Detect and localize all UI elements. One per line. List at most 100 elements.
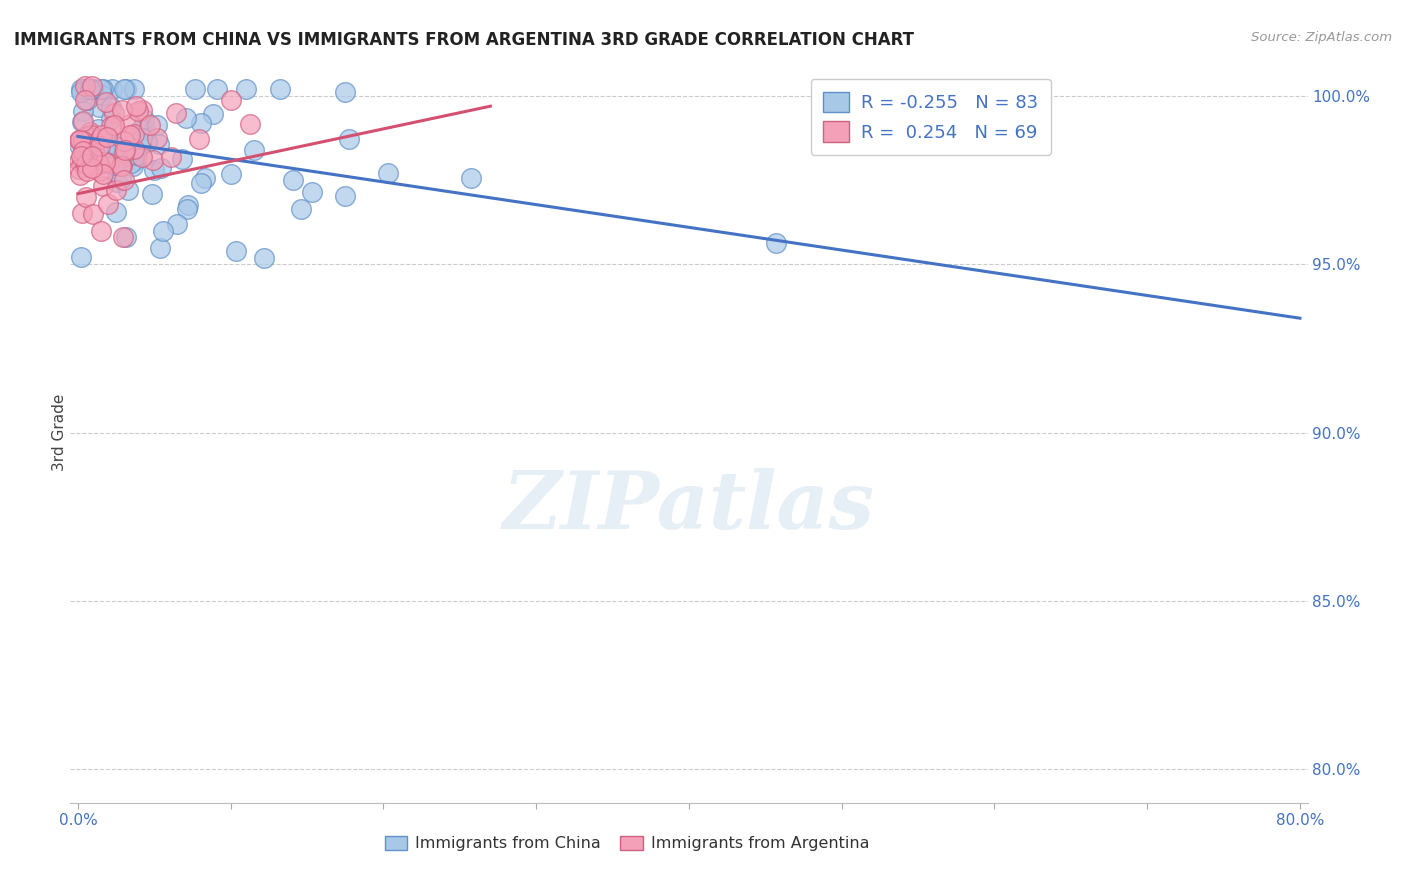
Point [70, 82, 93, 96]
Text: ZIPatlas: ZIPatlas [503, 468, 875, 545]
Point [112, 173, 135, 187]
Point [69, 133, 91, 147]
Point [190, 176, 212, 190]
Point [79, 82, 101, 96]
Point [72, 156, 94, 170]
Point [93, 141, 115, 155]
Point [76, 142, 98, 156]
Point [82, 207, 104, 221]
Point [134, 122, 156, 136]
Point [69, 138, 91, 153]
Point [115, 230, 138, 244]
Point [72, 144, 94, 158]
Point [117, 149, 139, 163]
Point [69, 133, 91, 147]
Point [290, 202, 312, 216]
Point [82, 161, 104, 175]
Point [91, 178, 114, 193]
Point [120, 128, 142, 143]
Point [252, 251, 274, 265]
Point [70, 205, 93, 219]
Point [219, 167, 242, 181]
Point [125, 153, 148, 168]
Point [132, 112, 155, 127]
Point [114, 144, 136, 158]
Point [75, 190, 97, 204]
Point [75, 78, 97, 93]
Point [112, 134, 135, 148]
Point [76, 128, 98, 143]
Text: Source: ZipAtlas.com: Source: ZipAtlas.com [1251, 31, 1392, 45]
Point [70, 114, 93, 128]
Point [125, 99, 148, 113]
Point [139, 118, 162, 132]
Point [82, 82, 104, 96]
Point [239, 117, 262, 131]
Point [301, 185, 323, 199]
Point [73, 147, 96, 161]
Point [79, 82, 101, 96]
Point [149, 161, 172, 175]
Point [93, 153, 115, 168]
Point [105, 183, 128, 197]
Point [131, 131, 153, 145]
Point [166, 217, 188, 231]
Point [172, 152, 194, 166]
Point [75, 161, 97, 175]
Point [146, 130, 169, 145]
Point [105, 175, 128, 189]
Y-axis label: 3rd Grade: 3rd Grade [52, 394, 66, 471]
Point [83, 143, 105, 157]
Point [127, 148, 149, 162]
Point [97, 196, 120, 211]
Point [145, 118, 167, 132]
Point [90, 88, 112, 103]
Point [89, 132, 111, 146]
Point [377, 166, 399, 180]
Point [131, 103, 153, 117]
Legend: Immigrants from China, Immigrants from Argentina: Immigrants from China, Immigrants from A… [378, 830, 876, 858]
Point [82, 148, 104, 162]
Point [91, 82, 114, 96]
Point [70, 250, 93, 264]
Point [87, 100, 110, 114]
Point [89, 139, 111, 153]
Point [94, 95, 117, 109]
Point [69, 168, 91, 182]
Point [69, 162, 91, 177]
Point [90, 224, 112, 238]
Point [122, 159, 145, 173]
Point [129, 137, 152, 152]
Point [333, 189, 356, 203]
Point [141, 187, 163, 202]
Point [122, 127, 145, 141]
Point [105, 139, 128, 153]
Point [104, 158, 127, 172]
Point [281, 173, 304, 187]
Point [70, 149, 93, 163]
Point [127, 103, 149, 118]
Point [117, 183, 139, 197]
Point [765, 236, 787, 251]
Point [184, 82, 207, 96]
Point [120, 117, 142, 131]
Point [110, 159, 132, 173]
Point [205, 82, 228, 96]
Point [76, 94, 98, 108]
Point [72, 134, 94, 148]
Point [79, 82, 101, 96]
Point [187, 132, 209, 146]
Point [87, 163, 110, 178]
Point [79, 124, 101, 138]
Point [243, 143, 266, 157]
Point [82, 78, 104, 93]
Point [235, 82, 257, 96]
Point [69, 154, 91, 169]
Point [86, 153, 108, 168]
Point [80, 128, 103, 143]
Point [120, 156, 142, 170]
Point [73, 93, 96, 107]
Point [152, 224, 174, 238]
Point [143, 163, 166, 178]
Point [142, 153, 165, 167]
